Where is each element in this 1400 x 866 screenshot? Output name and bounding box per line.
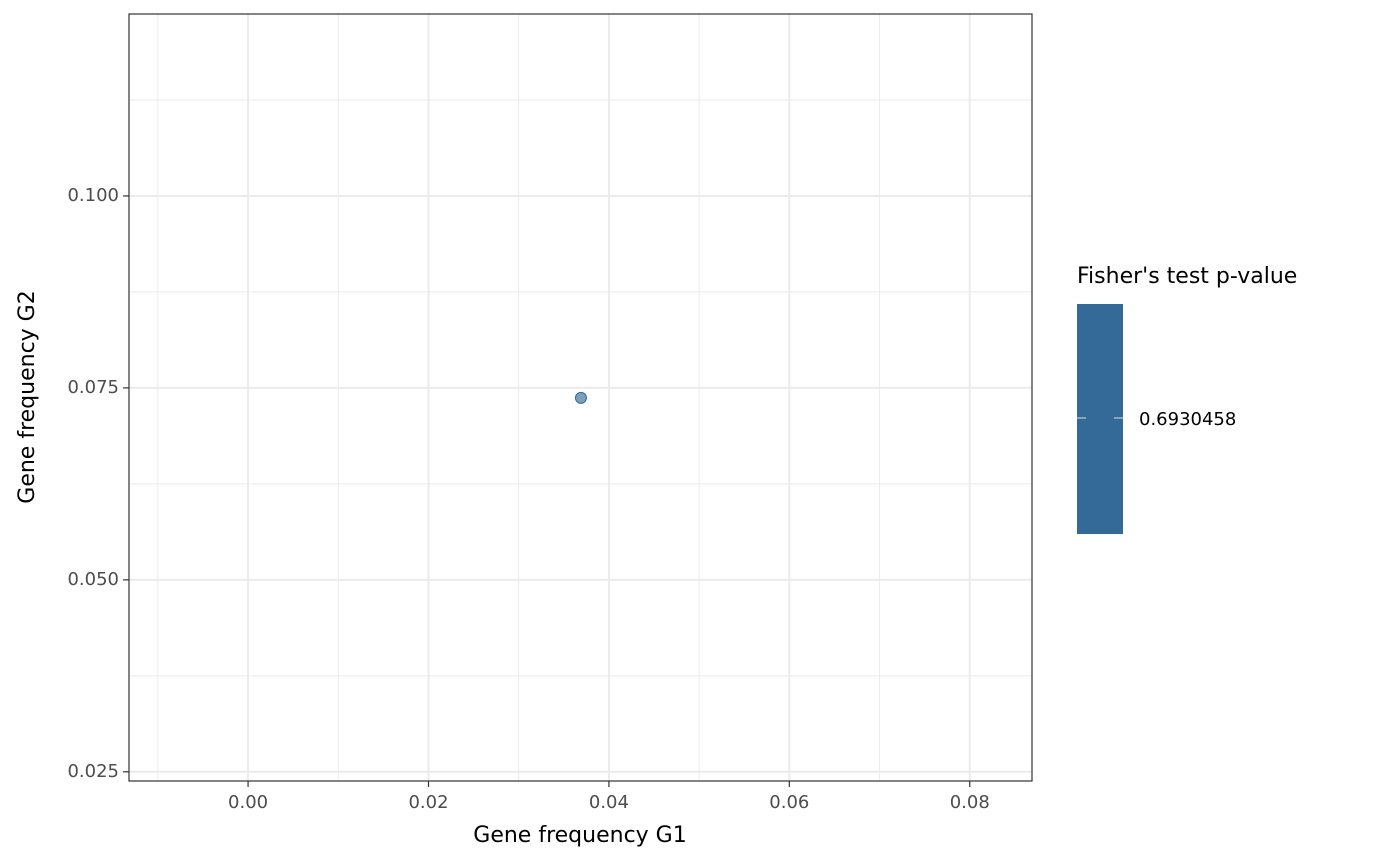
x-tick-label: 0.04 (589, 792, 629, 813)
y-tick-label: 0.025 (67, 761, 119, 782)
y-axis-title: Gene frequency G2 (15, 290, 40, 503)
legend-label: 0.6930458 (1139, 409, 1236, 430)
legend-title: Fisher's test p-value (1077, 264, 1297, 289)
plot-border (128, 13, 1033, 782)
point (574, 391, 587, 404)
x-tick-label: 0.06 (769, 792, 809, 813)
y-tick-label: 0.100 (67, 185, 119, 206)
y-tick-label: 0.075 (67, 377, 119, 398)
x-tick-label: 0.00 (228, 792, 268, 813)
x-tick-label: 0.02 (408, 792, 448, 813)
x-tick-label: 0.08 (950, 792, 990, 813)
y-tick-label: 0.050 (67, 569, 119, 590)
x-axis-title: Gene frequency G1 (473, 823, 686, 848)
colorbar (1077, 304, 1123, 534)
